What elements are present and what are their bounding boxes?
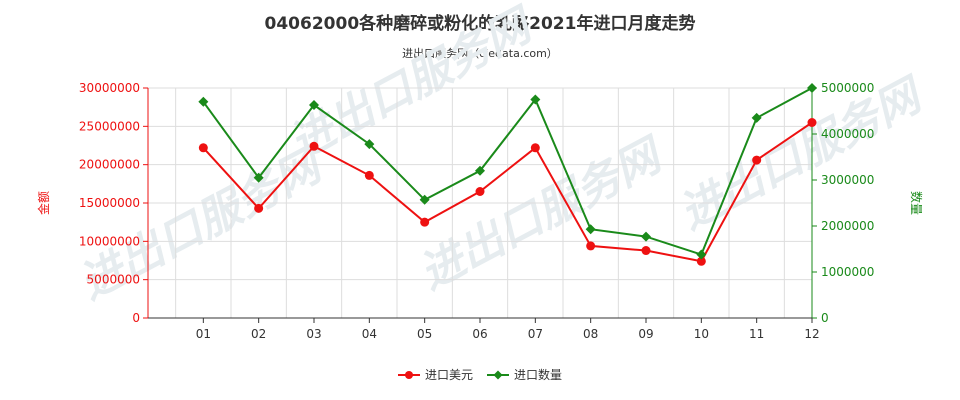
legend: 进口美元 进口数量 — [398, 367, 562, 382]
y-left-tick-label: 10000000 — [79, 234, 140, 248]
data-point-qty — [751, 112, 762, 123]
y-right-tick-label: 4000000 — [821, 127, 874, 141]
series-line-1 — [202, 121, 813, 263]
legend-marker-qty — [493, 370, 503, 380]
data-point-qty — [475, 165, 485, 176]
data-point-usd — [807, 118, 817, 127]
y-left-tick-label: 30000000 — [79, 81, 140, 95]
y-right-tick-label: 2000000 — [821, 219, 874, 233]
data-point-qty — [198, 96, 209, 107]
x-tick-label: 03 — [306, 327, 321, 341]
y-left-axis-title: 金额 — [36, 191, 51, 215]
data-point-qty — [253, 172, 264, 183]
chart-title: 04062000各种磨碎或粉化的乳酪2021年进口月度走势 — [264, 14, 696, 34]
y-left-tick-label: 20000000 — [79, 158, 140, 172]
data-point-qty — [530, 94, 541, 105]
data-point-usd — [198, 143, 208, 153]
watermark-text: 进出口服务网 — [281, 0, 543, 170]
data-point-qty — [585, 224, 596, 235]
data-point-qty — [807, 83, 817, 93]
data-point-qty — [309, 100, 319, 111]
chart-subtitle: 进出口服务网（ciedata.com） — [402, 47, 558, 60]
x-tick-label: 06 — [472, 327, 487, 341]
data-point-usd — [364, 170, 374, 180]
x-tick-label: 04 — [362, 327, 377, 341]
x-tick-label: 02 — [251, 327, 266, 341]
data-point-qty — [641, 231, 651, 242]
series-line-2 — [202, 87, 813, 256]
x-tick-label: 11 — [749, 327, 764, 341]
x-tick-label: 10 — [694, 327, 709, 341]
y-right-tick-label: 1000000 — [821, 265, 874, 279]
data-point-usd — [641, 246, 651, 256]
y-left-tick-label: 25000000 — [79, 119, 140, 133]
data-point-qty — [364, 139, 375, 150]
y-right-axis-title: 数量 — [909, 191, 924, 215]
y-left-tick-label: 0 — [132, 311, 140, 325]
data-point-usd — [586, 241, 596, 251]
gridlines — [148, 87, 812, 318]
x-tick-label: 07 — [528, 327, 543, 341]
watermark-text: 进出口服务网 — [411, 128, 673, 300]
x-tick-label: 01 — [196, 327, 211, 341]
data-point-qty — [696, 249, 707, 260]
legend-marker-usd — [405, 371, 413, 379]
series-layer — [198, 83, 817, 266]
data-point-usd — [696, 256, 706, 266]
y-right-tick-label: 3000000 — [821, 173, 874, 187]
x-tick-label: 09 — [638, 327, 653, 341]
y-left-tick-label: 15000000 — [79, 196, 140, 210]
data-point-qty — [419, 194, 430, 205]
data-point-usd — [752, 155, 762, 165]
axes: 0500000010000000150000002000000025000000… — [36, 81, 924, 341]
legend-label-1: 进口美元 — [425, 368, 473, 382]
data-point-usd — [530, 143, 540, 153]
x-tick-label: 08 — [583, 327, 598, 341]
x-tick-label: 05 — [417, 327, 432, 341]
data-point-usd — [420, 217, 430, 227]
legend-label-2: 进口数量 — [514, 367, 562, 382]
y-left-tick-label: 5000000 — [87, 273, 140, 287]
y-right-tick-label: 5000000 — [821, 81, 874, 95]
data-point-usd — [254, 203, 264, 213]
data-point-usd — [475, 187, 485, 196]
y-right-tick-label: 0 — [821, 311, 829, 325]
x-tick-label: 12 — [804, 327, 819, 341]
data-point-usd — [309, 141, 319, 151]
